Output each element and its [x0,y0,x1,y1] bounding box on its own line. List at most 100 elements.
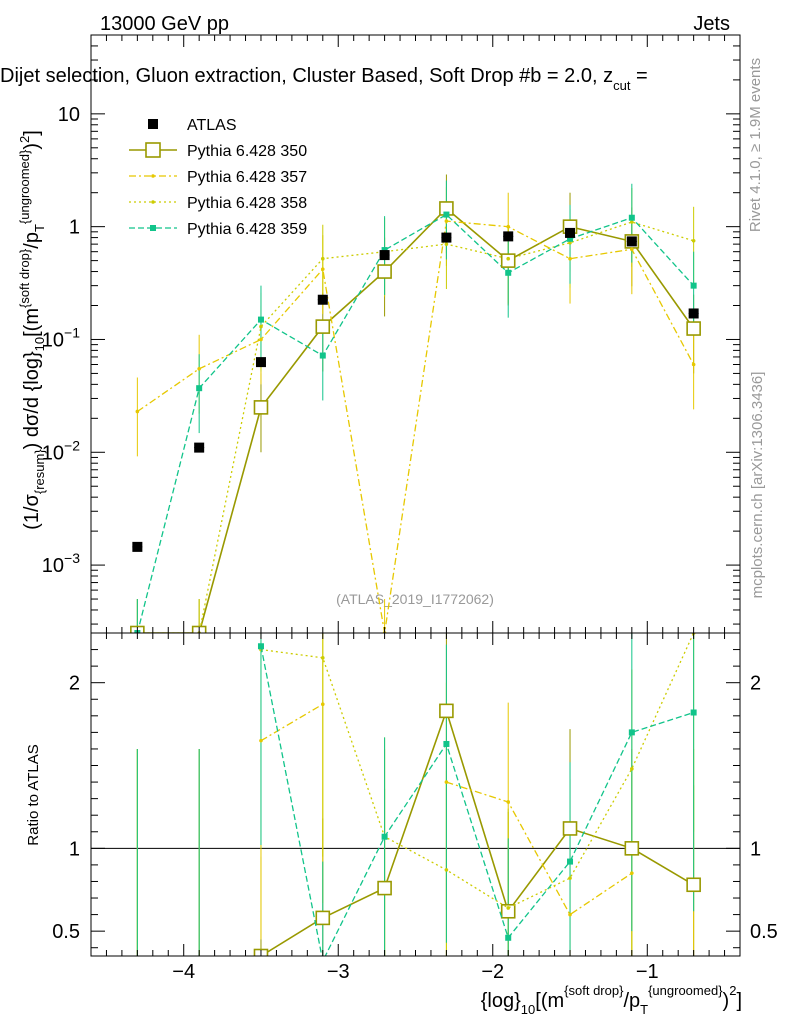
y-label-mid3: /p [21,232,43,249]
ratio-point-p350 [377,880,392,896]
mcplots-label: mcplots.cern.ch [arXiv:1306.3436] [749,372,766,599]
y-tick-label-exponent: −3 [64,550,80,566]
point-p358 [320,256,325,261]
point-p357 [197,366,201,371]
y-tick-label-exponent: −1 [64,324,80,340]
point-p358 [630,220,634,224]
y-tick-label-base: 1 [69,217,80,239]
x-tick-label: −2 [481,961,504,983]
ratio-line-p357 [446,781,633,916]
x-label-sup1: {soft drop} [564,983,624,998]
y-label-pre: (1/σ [21,493,43,529]
ratio-y-tick-label-right: 0.5 [750,921,778,943]
y-tick-label: 1 [69,217,80,239]
plot-title-sub: cut [613,78,631,93]
ratio-line-p359 [260,646,694,956]
point-p357 [630,247,634,252]
ratio-line-p350 [260,708,695,956]
point-p359 [505,269,512,276]
y-label-tail: ] [21,130,43,136]
point-p350 [315,319,331,334]
point-p359 [257,316,264,323]
point-p358 [259,324,263,329]
series-line-p350 [137,207,695,633]
header-energy: 13000 GeV pp [100,13,229,35]
analysis-watermark: (ATLAS_2019_I1772062) [336,591,494,607]
y-axis-label-main: (1/σ{resum}) dσ/d {log}10[(m{soft drop}/… [17,130,47,530]
y-label-sub2: 10 [32,337,47,351]
series-line-p357 [137,220,695,633]
point-p359 [443,211,450,218]
x-label-sup3: 2 [729,983,736,998]
ratio-panel-series [91,633,740,956]
legend-label: Pythia 6.428 359 [187,221,307,238]
x-label-mid2: /p [623,990,640,1012]
y-tick-label-base: 10 [58,104,80,126]
ratio-point-p359 [628,729,635,736]
y-label-end: ) [21,143,43,150]
ratio-point-p359 [257,643,264,650]
ratio-y-tick-label-left: 2 [69,673,80,695]
ratio-point-p359 [505,934,512,941]
ratio-point-p358 [568,876,572,880]
ratio-panel-frame [90,632,741,957]
legend-label: Pythia 6.428 358 [187,195,307,212]
x-label-mid: [(m [535,990,564,1012]
y-tick-label: 10−3 [42,550,80,577]
point-p359 [196,385,203,392]
ratio-point-p350 [686,877,701,893]
y-label-sup1: {soft drop} [17,248,32,308]
point-p358 [506,256,511,261]
x-label-sup2: {ungroomed} [648,983,723,998]
ratio-point-p358 [630,767,634,771]
y-tick-label: 10 [58,104,80,126]
ratio-y-tick-label-right: 1 [750,838,761,860]
rivet-label: Rivet 4.1.0, ≥ 1.9M events [747,58,764,232]
point-p359 [567,235,574,242]
ratio-point-p357 [320,702,325,707]
point-p357 [691,362,696,367]
ratio-point-p359 [443,740,450,747]
ratio-point-p358 [444,868,449,872]
point-p359 [319,352,326,359]
ratio-point-p357 [506,800,511,804]
point-p357 [506,224,511,229]
legend-label: Pythia 6.428 357 [187,169,307,186]
point-p359 [628,214,635,221]
series-line-p358 [137,221,694,633]
x-label-sub1: 10 [521,1002,535,1017]
plot-title-main: Dijet selection, Gluon extraction, Clust… [0,65,613,87]
plot-title-tail: = [630,65,647,87]
ratio-point-p350 [500,903,516,919]
main-panel-series [130,174,701,633]
ratio-point-p350 [562,821,578,836]
ratio-point-p350 [315,910,331,926]
legend-marker-p359 [150,225,156,231]
ratio-line-p358 [260,633,695,909]
ratio-point-p358 [320,656,325,660]
ratio-point-p350 [624,841,640,856]
y-tick-label: 10−2 [42,437,80,464]
y-label-mid2: [(m [21,308,43,337]
y-tick-label-base: 10 [42,329,64,351]
ratio-y-tick-label-left: 1 [69,838,80,860]
x-label-pre: {log} [481,990,521,1012]
y-axis-label-ratio: Ratio to ATLAS [25,744,42,845]
legend: ATLAS Pythia 6.428 350 Pythia 6.428 357 Pyt… [129,117,307,238]
point-p350 [253,400,269,415]
legend-label: ATLAS [187,117,237,134]
legend-marker-p357 [151,174,155,178]
ratio-point-p359 [567,858,574,865]
point-p350 [377,264,392,279]
ratio-point-p359 [381,833,388,840]
ratio-point-p359 [690,709,697,716]
ratio-point-p357 [259,738,263,743]
point-p357 [320,267,325,271]
legend-marker-p350 [145,142,161,158]
series-line-p359 [136,213,695,633]
y-label-mid: ) dσ/d {log} [21,351,43,449]
y-tick-label: 10−1 [42,324,80,351]
x-label-end: ) [723,990,730,1012]
